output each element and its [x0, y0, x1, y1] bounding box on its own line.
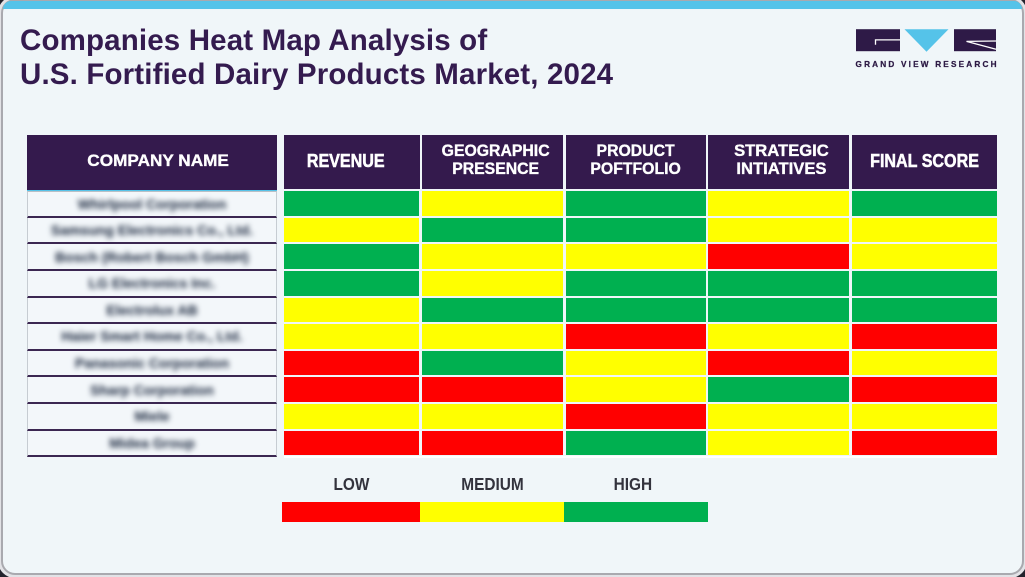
svg-text:GRAND VIEW RESEARCH: GRAND VIEW RESEARCH: [856, 60, 999, 69]
